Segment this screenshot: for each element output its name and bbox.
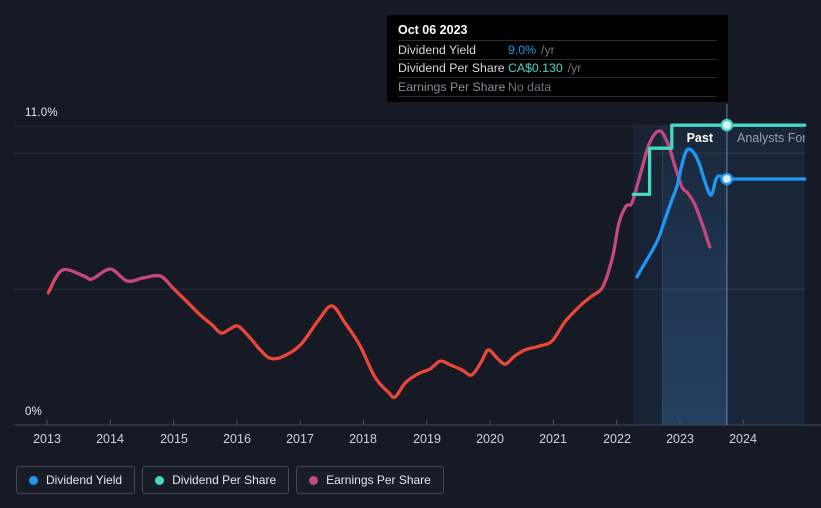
earnings-per-share-line: [46, 129, 712, 400]
tooltip-row-dividend-per-share: Dividend Per Share CA$0.130 /yr: [398, 58, 717, 78]
tooltip-row-dividend-yield: Dividend Yield 9.0% /yr: [398, 40, 717, 59]
x-axis-label: 2024: [729, 432, 757, 446]
tooltip-row-earnings-per-share: Earnings Per Share No data: [398, 77, 717, 96]
tooltip-value-dividend-per-share: CA$0.130: [508, 61, 563, 76]
x-axis-label: 2023: [666, 432, 694, 446]
tooltip-unit: /yr: [541, 42, 555, 57]
x-axis-label: 2017: [286, 432, 314, 446]
legend-label: Dividend Yield: [46, 473, 123, 487]
tooltip-label: Earnings Per Share: [398, 79, 506, 94]
x-axis-label: 2015: [160, 432, 188, 446]
forecast-band: [726, 126, 805, 426]
tooltip-footer-divider: [398, 95, 717, 105]
legend-label: Dividend Per Share: [172, 473, 277, 487]
x-axis-label: 2022: [603, 432, 631, 446]
tooltip-unit: /yr: [567, 61, 582, 76]
x-axis-label: 2016: [223, 432, 251, 446]
tooltip-date: Oct 06 2023: [398, 23, 468, 37]
dividend-per-share-dot-icon: [155, 475, 165, 485]
past-period-label: Past: [686, 131, 713, 145]
x-axis-label: 2018: [349, 432, 377, 446]
tooltip-label: Dividend Per Share: [398, 61, 505, 76]
chart-svg[interactable]: [0, 0, 821, 455]
x-axis-label: 2020: [476, 432, 504, 446]
earnings-per-share-dot-icon: [309, 475, 319, 485]
today-value-marker: [720, 172, 734, 186]
tooltip-value-earnings-per-share: No data: [508, 79, 552, 94]
chart-tooltip: Oct 06 2023 Dividend Yield 9.0% /yr Divi…: [387, 15, 728, 102]
x-axis-label: 2014: [96, 432, 124, 446]
dividend-yield-dot-icon: [29, 475, 38, 485]
x-axis-label: 2013: [33, 432, 61, 446]
x-axis-label: 2021: [539, 432, 567, 446]
legend: Dividend Yield Dividend Per Share Earnin…: [16, 466, 444, 494]
tooltip-label: Dividend Yield: [398, 42, 476, 57]
dividend-per-share-line: [631, 123, 807, 197]
analysts-forecast-label: Analysts Forecasts: [737, 131, 805, 145]
legend-item-dividend-per-share[interactable]: Dividend Per Share: [142, 466, 290, 494]
today-value-marker: [720, 118, 734, 132]
legend-item-dividend-yield[interactable]: Dividend Yield: [16, 466, 136, 494]
band-dot-texture: [662, 126, 727, 426]
legend-item-earnings-per-share[interactable]: Earnings Per Share: [296, 466, 444, 494]
legend-label: Earnings Per Share: [326, 473, 431, 487]
y-axis-label-max: 11.0%: [25, 107, 58, 119]
y-axis-label-zero: 0%: [25, 406, 43, 418]
tooltip-value-dividend-yield: 9.0%: [508, 42, 537, 57]
x-axis-label: 2019: [413, 432, 441, 446]
